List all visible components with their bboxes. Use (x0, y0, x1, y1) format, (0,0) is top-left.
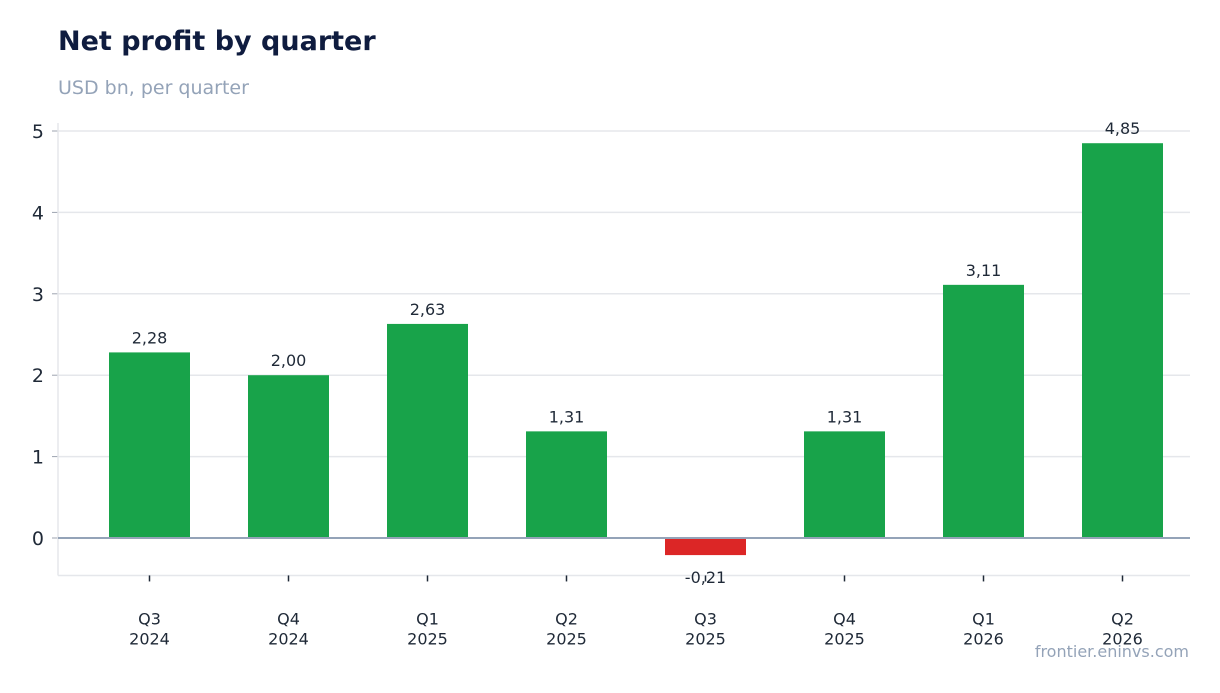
source-credit: frontier.eninvs.com (1034, 642, 1189, 661)
axes (57, 123, 1190, 582)
y-tick-label: 2 (32, 365, 44, 387)
data-label: 2,63 (410, 300, 446, 319)
bar-positive (943, 284, 1024, 538)
chart-title: Net profit by quarter (58, 26, 376, 57)
y-tick-label: 5 (32, 121, 44, 143)
bar-positive (804, 431, 885, 538)
x-tick-label: Q3 2024 (129, 609, 170, 648)
y-tick-label: 3 (32, 284, 44, 306)
data-label: 2,00 (271, 351, 307, 370)
data-label: 1,31 (827, 407, 863, 426)
data-label: 2,28 (132, 328, 168, 347)
y-tick-label: 1 (32, 447, 44, 469)
x-tick-label: Q1 2025 (407, 609, 448, 648)
bar-positive (387, 323, 468, 538)
y-tick-label: 4 (32, 202, 44, 224)
bar-positive (1082, 143, 1163, 538)
bar-positive (248, 375, 329, 538)
x-tick-label: Q4 2025 (824, 609, 865, 648)
bar-positive (109, 352, 190, 538)
x-tick-label: Q2 2025 (546, 609, 587, 648)
x-tick-label: Q3 2025 (685, 609, 726, 648)
x-tick-label: Q2 2026 (1102, 609, 1143, 648)
x-tick-label: Q1 2026 (963, 609, 1004, 648)
chart-subtitle: USD bn, per quarter (58, 77, 249, 99)
x-tick-label: Q4 2024 (268, 609, 309, 648)
data-label: -0,21 (685, 568, 726, 587)
data-label: 4,85 (1105, 119, 1141, 138)
data-label: 1,31 (549, 407, 585, 426)
bar-negative (665, 538, 746, 556)
labels: 0 1 2 3 4 5 2,28 Q3 2024 2,00 Q4 2024 2,63 Q1 2025 1,31… (32, 119, 1143, 648)
y-tick-label: 0 (32, 528, 44, 550)
data-label: 3,11 (966, 261, 1002, 280)
bars (109, 143, 1163, 556)
bar-positive (526, 431, 607, 538)
